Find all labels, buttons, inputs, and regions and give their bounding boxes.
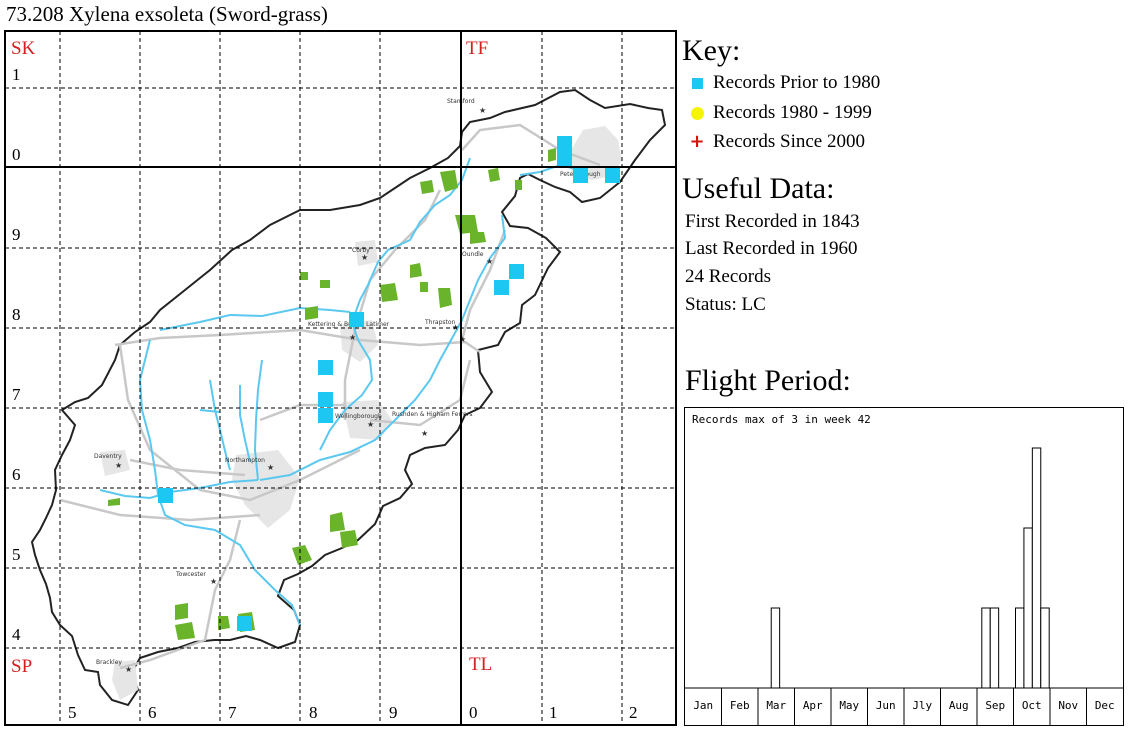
month-label: Feb — [730, 699, 750, 712]
red-plus-icon: + — [689, 131, 705, 152]
roads — [59, 123, 601, 670]
record-marker — [158, 488, 173, 503]
last-recorded: Last Recorded in 1960 — [685, 238, 858, 259]
flight-bar — [1040, 607, 1050, 689]
month-label: Nov — [1058, 699, 1078, 712]
town-towcester-label: Towcester — [175, 571, 206, 578]
key-label: Records Prior to 1980 — [713, 72, 881, 93]
flight-bar — [981, 607, 991, 689]
y-label: 8 — [12, 305, 21, 324]
month-label: Sep — [985, 699, 1005, 712]
useful-data-heading: Useful Data: — [682, 172, 835, 205]
town-corby-label: Corby — [352, 247, 370, 254]
flight-bar — [1023, 527, 1033, 689]
yellow-circle-icon — [690, 106, 704, 120]
y-label: 9 — [12, 225, 21, 244]
town-thrapston-label: Thrapston — [424, 319, 456, 326]
record-marker — [605, 168, 620, 183]
map-frame — [4, 30, 677, 726]
svg-text:★: ★ — [367, 420, 374, 429]
rivers — [99, 157, 581, 626]
flight-bar — [1015, 607, 1025, 689]
flight-note: Records max of 3 in week 42 — [692, 413, 871, 426]
month-label: Apr — [803, 699, 823, 712]
key-label: Records Since 2000 — [713, 131, 865, 152]
month-label: Oct — [1022, 699, 1042, 712]
y-label: 6 — [12, 465, 21, 484]
y-label: 0 — [12, 145, 21, 164]
first-recorded: First Recorded in 1843 — [685, 211, 860, 232]
x-label: 2 — [629, 703, 638, 722]
y-label: 5 — [12, 545, 21, 564]
town-wellingborough-label: Wellingborough — [335, 413, 382, 420]
town-rushden-label: Rushden & Higham Ferrers — [392, 411, 472, 418]
record-marker — [349, 312, 364, 327]
x-label: 6 — [148, 703, 157, 722]
record-marker — [557, 151, 572, 166]
month-label: Aug — [949, 699, 969, 712]
x-label: 5 — [68, 703, 77, 722]
grid-solid-lines — [5, 31, 676, 725]
y-label: 4 — [12, 625, 21, 644]
svg-text:★: ★ — [361, 253, 368, 262]
y-label: 1 — [12, 65, 21, 84]
svg-text:★: ★ — [349, 333, 356, 342]
record-marker — [494, 280, 509, 295]
flight-bar — [1031, 447, 1042, 689]
x-label: 1 — [549, 703, 558, 722]
town-northampton-label: Northampton — [225, 457, 265, 464]
flight-bar — [989, 607, 1000, 689]
town-oundle-label: Oundle — [462, 251, 484, 258]
record-markers — [158, 136, 620, 631]
month-label: May — [839, 699, 859, 712]
key-item-since-2000: + Records Since 2000 — [688, 131, 865, 153]
key-label: Records 1980 - 1999 — [713, 102, 872, 123]
svg-text:★: ★ — [267, 463, 274, 472]
page-title: 73.208 Xylena exsoleta (Sword-grass) — [6, 2, 328, 26]
square-label-tl: TL — [469, 654, 492, 675]
county-border — [30, 88, 667, 707]
flight-period-heading: Flight Period: — [685, 364, 851, 397]
square-label-sk: SK — [11, 38, 36, 59]
record-count: 24 Records — [685, 266, 772, 287]
flight-period-chart: Jan Feb Mar Apr May Jun Jly Aug Sep Oct Nov Dec — [684, 407, 1124, 726]
town-kettering-label: Kettering & Burton Latimer — [308, 321, 390, 328]
month-label: Jan — [693, 699, 713, 712]
svg-text:★: ★ — [421, 429, 428, 438]
record-marker — [557, 136, 572, 151]
blue-square-icon — [691, 77, 703, 89]
month-label: Mar — [766, 699, 786, 712]
record-marker — [237, 616, 252, 631]
record-marker — [318, 392, 333, 407]
month-label: Jly — [912, 699, 932, 712]
distribution-map: Stamford Peterborough Corby Oundle Kette… — [4, 30, 677, 726]
key-item-1980-1999: Records 1980 - 1999 — [688, 102, 872, 124]
svg-text:★: ★ — [479, 106, 486, 115]
square-label-tf: TF — [466, 38, 488, 59]
status: Status: LC — [685, 294, 766, 315]
svg-text:★: ★ — [115, 461, 122, 470]
key-heading: Key: — [682, 34, 741, 67]
record-marker — [318, 408, 333, 423]
svg-text:★: ★ — [459, 335, 466, 344]
grid-dashed-lines — [5, 31, 676, 725]
month-label: Jun — [876, 699, 896, 712]
x-label: 8 — [309, 703, 318, 722]
x-label: 0 — [469, 703, 478, 722]
town-brackley-label: Brackley — [96, 659, 122, 666]
x-label: 9 — [389, 703, 398, 722]
svg-text:★: ★ — [125, 665, 132, 674]
key-item-prior-1980: Records Prior to 1980 — [688, 72, 880, 94]
record-marker — [318, 360, 333, 375]
square-label-sp: SP — [11, 656, 32, 677]
svg-text:★: ★ — [486, 257, 493, 266]
month-label: Dec — [1095, 699, 1115, 712]
svg-text:★: ★ — [210, 577, 217, 586]
record-marker — [573, 168, 588, 183]
record-marker — [509, 264, 524, 279]
town-daventry-label: Daventry — [94, 453, 122, 460]
y-label: 7 — [12, 385, 21, 404]
x-label: 7 — [228, 703, 237, 722]
flight-bar — [770, 607, 781, 689]
